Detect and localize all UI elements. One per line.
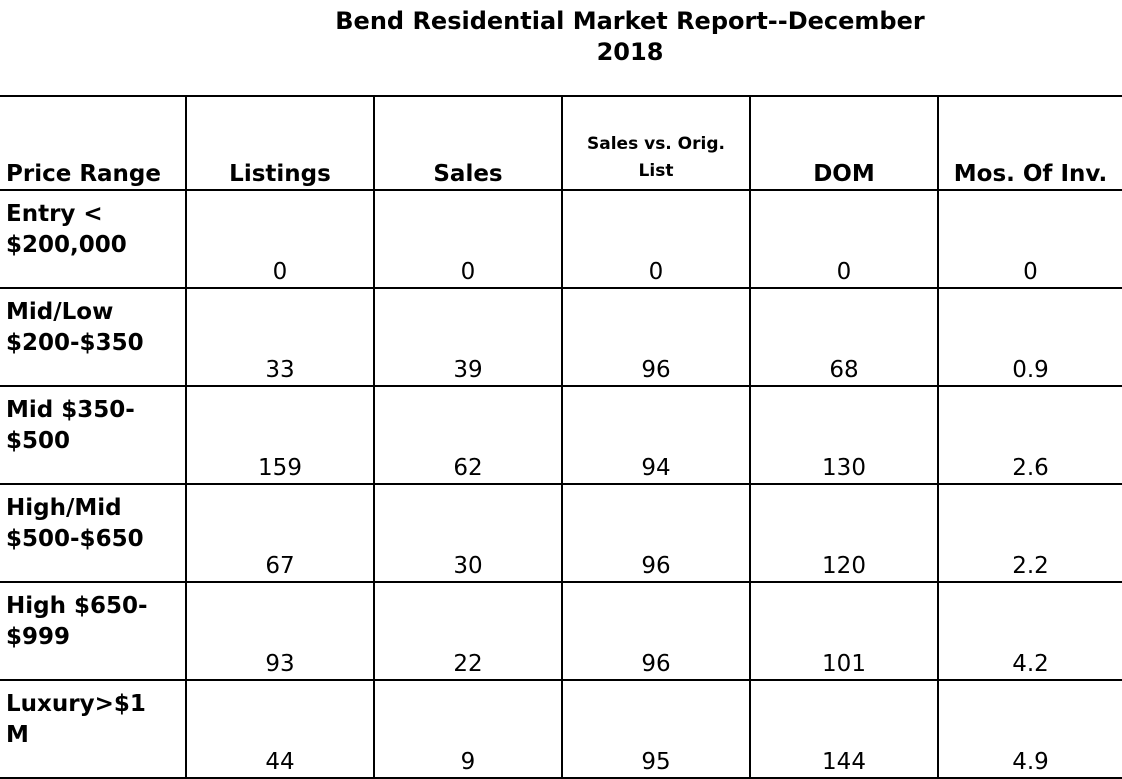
table-row: Mid/Low $200-$350 33 39 96 68 0.9 <box>0 287 1122 386</box>
price-range-line-2: $500 <box>6 428 71 454</box>
table-row: High/Mid $500-$650 67 30 96 120 2.2 <box>0 483 1122 582</box>
sales-vs-orig-cell: 95 <box>561 679 750 779</box>
price-range-line-1: Entry < <box>6 201 103 227</box>
listings-cell: 67 <box>185 483 374 582</box>
price-range-cell: Luxury>$1 M <box>0 679 186 779</box>
sales-cell: 0 <box>373 189 562 288</box>
mos-of-inv-cell: 2.6 <box>937 385 1122 484</box>
listings-cell: 93 <box>185 581 374 680</box>
dom-cell: 0 <box>749 189 938 288</box>
listings-cell: 159 <box>185 385 374 484</box>
mos-of-inv-cell: 4.9 <box>937 679 1122 779</box>
mos-of-inv-cell: 0 <box>937 189 1122 288</box>
price-range-line-1: Luxury>$1 <box>6 691 146 717</box>
sales-vs-orig-cell: 0 <box>561 189 750 288</box>
header-mos-of-inv: Mos. Of Inv. <box>937 95 1122 190</box>
market-report-table: Price Range Listings Sales Sales vs. Ori… <box>0 95 1122 779</box>
price-range-line-2: M <box>6 722 29 748</box>
price-range-cell: High/Mid $500-$650 <box>0 483 186 582</box>
report-title: Bend Residential Market Report--December… <box>300 6 960 68</box>
sales-vs-orig-cell: 96 <box>561 287 750 386</box>
sales-vs-orig-cell: 96 <box>561 581 750 680</box>
header-sales-vs-orig-list: Sales vs. Orig. List <box>561 95 750 190</box>
table-header-row: Price Range Listings Sales Sales vs. Ori… <box>0 95 1122 190</box>
price-range-line-2: $500-$650 <box>6 526 144 552</box>
price-range-line-2: $999 <box>6 624 71 650</box>
sales-cell: 22 <box>373 581 562 680</box>
price-range-line-2: $200-$350 <box>6 330 144 356</box>
listings-cell: 33 <box>185 287 374 386</box>
table-row: Luxury>$1 M 44 9 95 144 4.9 <box>0 679 1122 779</box>
listings-cell: 0 <box>185 189 374 288</box>
price-range-line-1: Mid/Low <box>6 299 114 325</box>
report-title-line-1: Bend Residential Market Report--December <box>335 7 925 35</box>
header-sales-vs-orig-line-2: List <box>638 161 674 181</box>
sales-cell: 9 <box>373 679 562 779</box>
price-range-line-1: Mid $350- <box>6 397 135 423</box>
header-sales: Sales <box>373 95 562 190</box>
report-title-line-2: 2018 <box>596 38 664 66</box>
mos-of-inv-cell: 4.2 <box>937 581 1122 680</box>
sales-cell: 39 <box>373 287 562 386</box>
price-range-cell: High $650- $999 <box>0 581 186 680</box>
table-row: Mid $350- $500 159 62 94 130 2.6 <box>0 385 1122 484</box>
listings-cell: 44 <box>185 679 374 779</box>
header-price-range: Price Range <box>0 95 186 190</box>
sales-cell: 62 <box>373 385 562 484</box>
header-sales-vs-orig-line-1: Sales vs. Orig. <box>587 134 725 154</box>
sales-vs-orig-cell: 94 <box>561 385 750 484</box>
price-range-line-1: High/Mid <box>6 495 122 521</box>
table-row: Entry < $200,000 0 0 0 0 0 <box>0 189 1122 288</box>
dom-cell: 144 <box>749 679 938 779</box>
dom-cell: 130 <box>749 385 938 484</box>
dom-cell: 120 <box>749 483 938 582</box>
price-range-cell: Entry < $200,000 <box>0 189 186 288</box>
header-dom: DOM <box>749 95 938 190</box>
mos-of-inv-cell: 0.9 <box>937 287 1122 386</box>
price-range-line-1: High $650- <box>6 593 148 619</box>
table-row: High $650- $999 93 22 96 101 4.2 <box>0 581 1122 680</box>
price-range-cell: Mid $350- $500 <box>0 385 186 484</box>
price-range-line-2: $200,000 <box>6 232 127 258</box>
sales-cell: 30 <box>373 483 562 582</box>
dom-cell: 101 <box>749 581 938 680</box>
dom-cell: 68 <box>749 287 938 386</box>
sales-vs-orig-cell: 96 <box>561 483 750 582</box>
header-listings: Listings <box>185 95 374 190</box>
price-range-cell: Mid/Low $200-$350 <box>0 287 186 386</box>
mos-of-inv-cell: 2.2 <box>937 483 1122 582</box>
